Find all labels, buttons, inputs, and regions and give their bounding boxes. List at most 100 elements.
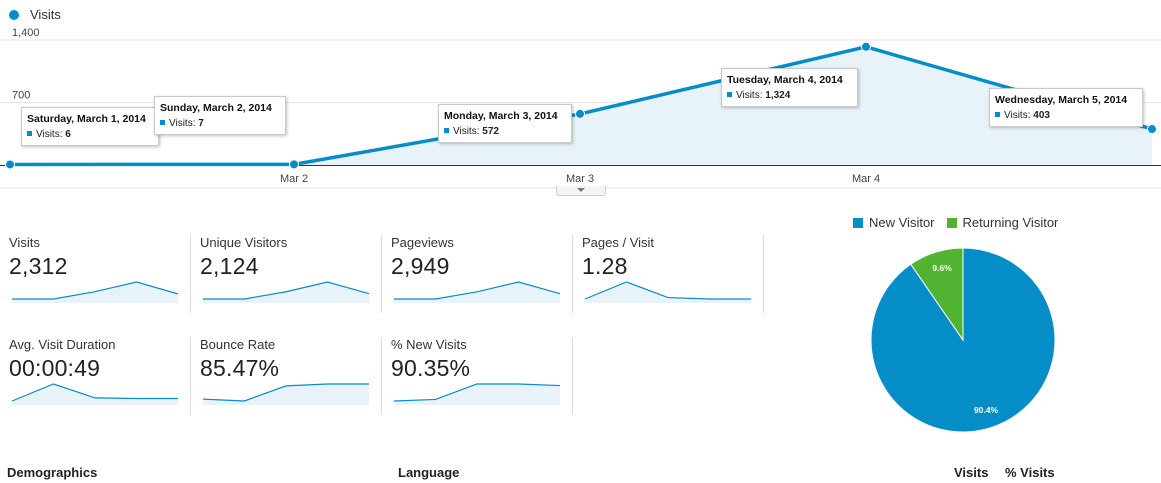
sparkline-line: [11, 383, 178, 402]
metric-label: Bounce Rate: [200, 337, 276, 352]
metric-bounce-rate[interactable]: Bounce Rate 85.47%: [200, 337, 380, 417]
data-point-4: [861, 41, 871, 52]
tooltip-value: 572: [482, 126, 499, 137]
metric-label: Avg. Visit Duration: [9, 337, 116, 352]
pie-label-returning-visitor: 9.6%: [932, 263, 952, 273]
legend-item-returning-visitor[interactable]: Returning Visitor: [946, 215, 1059, 230]
metric-label: Pages / Visit: [582, 235, 655, 250]
sparkline-area: [203, 282, 369, 303]
sparkline-area: [585, 282, 751, 303]
metric-sparkline: [11, 281, 179, 303]
legend-swatch: [946, 217, 957, 228]
pie-label-new-visitor: 90.4%: [974, 405, 999, 415]
legend-item-new-visitor[interactable]: New Visitor: [853, 215, 935, 230]
metric-label: % New Visits: [391, 337, 467, 352]
series-square-icon: [727, 92, 732, 97]
metric-avg-visit-duration[interactable]: Avg. Visit Duration 00:00:49: [9, 337, 189, 417]
tooltip-label: Visits:: [169, 118, 196, 129]
metric-pageviews[interactable]: Pageviews 2,949: [391, 235, 571, 315]
tooltip-date: Wednesday, March 5, 2014: [995, 94, 1128, 106]
metric-label: Unique Visitors: [200, 235, 288, 250]
x-tick-label: Mar 2: [280, 173, 308, 185]
metric-unique-visitors[interactable]: Unique Visitors 2,124: [200, 235, 380, 315]
tooltip-label: Visits:: [1004, 110, 1031, 121]
tooltip-march-4: Tuesday, March 4, 2014 Visits: 1,324: [721, 68, 858, 107]
tooltip-date: Sunday, March 2, 2014: [160, 102, 272, 114]
tooltip-value: 7: [198, 118, 204, 129]
sparkline-line: [393, 383, 561, 402]
sparkline-area: [394, 384, 560, 405]
sparkline-line: [202, 383, 369, 402]
metric-sparkline: [584, 281, 751, 303]
pie-slice-returning-visitor: [910, 247, 964, 342]
pct-visits-column-header[interactable]: % Visits: [1005, 465, 1055, 480]
metric-value: 00:00:49: [9, 355, 101, 381]
tooltip-label: Visits:: [736, 90, 763, 101]
pie-legend: New Visitor Returning Visitor: [853, 215, 1070, 230]
metric-value: 90.35%: [391, 355, 471, 381]
sparkline-area: [12, 282, 178, 303]
metric-pct-new-visits[interactable]: % New Visits 90.35%: [391, 337, 571, 417]
series-square-icon: [995, 112, 1000, 117]
tooltip-march-5: Wednesday, March 5, 2014 Visits: 403: [989, 88, 1143, 127]
tooltip-march-3: Monday, March 3, 2014 Visits: 572: [438, 104, 572, 143]
tooltip-date: Saturday, March 1, 2014: [27, 113, 146, 125]
sparkline-line: [11, 281, 179, 300]
metric-divider: [381, 337, 382, 415]
sparkline-area: [203, 384, 369, 405]
sparkline-area: [12, 384, 178, 405]
metric-divider: [572, 337, 573, 415]
metric-visits[interactable]: Visits 2,312: [9, 235, 189, 315]
metric-value: 1.28: [582, 253, 628, 279]
metric-sparkline: [393, 383, 561, 405]
demographics-heading: Demographics: [7, 465, 98, 480]
sparkline-line: [584, 281, 751, 300]
metric-value: 2,949: [391, 253, 450, 279]
metric-value: 2,124: [200, 253, 259, 279]
tooltip-value: 6: [65, 129, 71, 140]
tooltip-value: 403: [1033, 110, 1050, 121]
metric-pages-per-visit[interactable]: Pages / Visit 1.28: [582, 235, 762, 315]
series-label: Visits: [30, 7, 61, 22]
metric-sparkline: [202, 383, 369, 405]
x-tick-label: Mar 4: [852, 173, 880, 185]
data-point-3: [575, 108, 585, 119]
visits-line-chart[interactable]: 1,400 700 Mar 2 Mar 3 Mar 4: [0, 27, 1161, 198]
tooltip-label: Visits:: [453, 126, 480, 137]
sparkline-area: [394, 282, 560, 303]
tooltip-value: 1,324: [765, 90, 791, 101]
y-tick-label: 700: [12, 90, 30, 102]
metric-divider: [190, 235, 191, 313]
chevron-down-icon: [577, 188, 585, 192]
tooltip-label: Visits:: [36, 129, 63, 140]
series-square-icon: [27, 131, 32, 136]
visits-series-dot-icon: [9, 9, 19, 20]
language-heading: Language: [398, 465, 460, 480]
visits-column-header[interactable]: Visits: [954, 465, 989, 480]
chart-collapse-handle[interactable]: [556, 186, 606, 196]
metric-divider: [572, 235, 573, 313]
metric-value: 2,312: [9, 253, 68, 279]
series-square-icon: [444, 128, 449, 133]
data-point-2: [289, 159, 299, 170]
metric-label: Pageviews: [391, 235, 454, 250]
metric-value: 85.47%: [200, 355, 280, 381]
metric-divider: [381, 235, 382, 313]
tooltip-march-2: Sunday, March 2, 2014 Visits: 7: [154, 96, 286, 135]
metric-sparkline: [11, 383, 178, 405]
y-tick-label: 1,400: [12, 27, 40, 39]
data-point-1: [5, 159, 15, 170]
tooltip-date: Tuesday, March 4, 2014: [727, 74, 843, 86]
metric-divider: [190, 337, 191, 415]
series-square-icon: [160, 120, 165, 125]
visitor-type-pie-chart[interactable]: 90.4% 9.6%: [870, 247, 1056, 433]
data-point-5: [1147, 124, 1157, 135]
x-tick-label: Mar 3: [566, 173, 594, 185]
metric-sparkline: [393, 281, 561, 303]
chart-legend[interactable]: Visits: [9, 7, 61, 22]
metric-sparkline: [202, 281, 370, 303]
legend-label: Returning Visitor: [962, 215, 1059, 230]
sparkline-line: [393, 281, 561, 300]
visits-area-fill: [10, 46, 1152, 165]
sparkline-line: [202, 281, 370, 300]
